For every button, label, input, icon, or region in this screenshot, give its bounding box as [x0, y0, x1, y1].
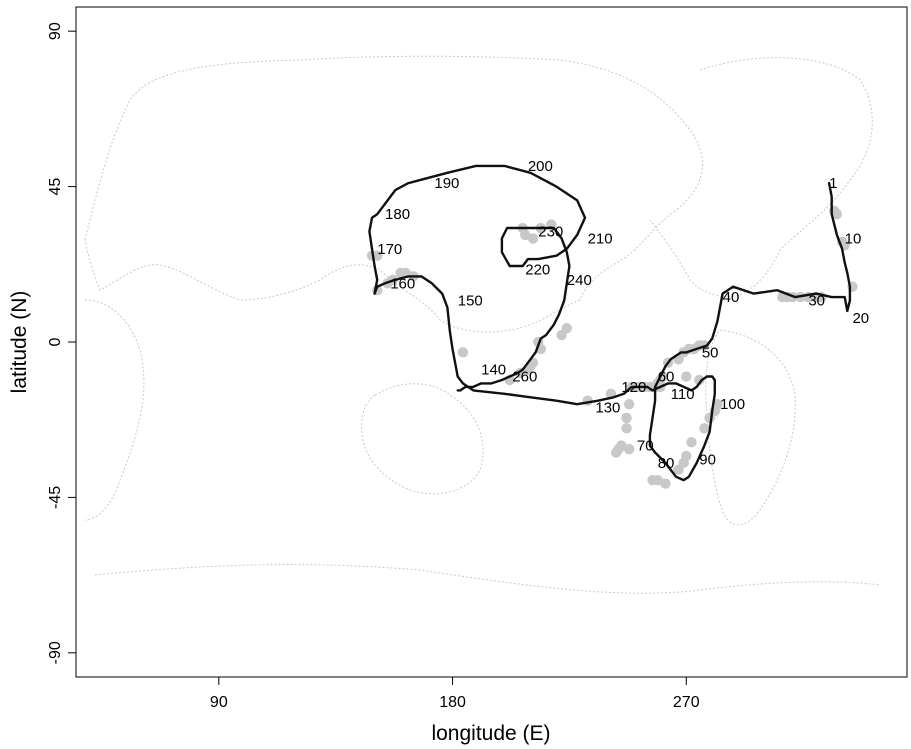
x-axis-title: longitude (E)	[431, 722, 550, 745]
highlight-point	[621, 423, 632, 434]
y-tick-label: 45	[47, 178, 64, 196]
x-tick-label: 90	[210, 694, 228, 711]
highlight-point	[681, 371, 692, 382]
highlight-point	[527, 233, 539, 244]
point-label: 190	[434, 175, 459, 192]
plot-frame	[75, 6, 908, 678]
point-label: 110	[671, 386, 695, 403]
highlight-point	[686, 436, 697, 448]
y-tick-label: 0	[47, 337, 64, 346]
point-label: 50	[702, 344, 719, 361]
coastline-australia	[361, 383, 484, 495]
coastline-antarctica	[94, 564, 881, 594]
point-label: 160	[390, 275, 415, 292]
point-label: 200	[528, 158, 553, 175]
point-label: 70	[637, 438, 654, 455]
point-label: 30	[808, 293, 825, 310]
highlight-point	[395, 267, 406, 279]
point-label: 90	[699, 451, 716, 468]
y-tick-label: 90	[47, 22, 64, 40]
highlight-point	[660, 478, 671, 489]
point-label: 180	[385, 206, 410, 223]
x-tick-label: 180	[439, 694, 466, 711]
highlight-point	[621, 412, 632, 424]
coastline-africa	[84, 299, 145, 521]
track-path	[368, 164, 852, 482]
coastline-north-america	[649, 57, 873, 297]
highlight-point	[652, 474, 663, 486]
x-axis: 90 180 270	[210, 677, 700, 711]
highlight-point	[694, 374, 705, 386]
point-label: 1	[829, 175, 837, 192]
highlight-point	[561, 322, 573, 334]
y-axis: 90 45 0 -45 -90	[47, 22, 76, 664]
y-tick-label: -45	[47, 486, 64, 509]
y-tick-label: -90	[47, 641, 64, 664]
point-label: 40	[723, 289, 740, 306]
y-axis-title: latitude (N)	[8, 291, 31, 394]
point-label: 240	[567, 272, 592, 289]
highlight-point	[623, 398, 635, 410]
point-label: 80	[658, 455, 675, 472]
point-label: 260	[512, 369, 537, 386]
highlight-point	[699, 423, 710, 434]
point-label: 10	[845, 230, 862, 247]
highlight-point	[831, 209, 843, 220]
highlight-point	[623, 443, 635, 455]
coastline-south-america	[705, 329, 796, 526]
point-label: 230	[538, 223, 563, 240]
x-tick-label: 270	[673, 694, 700, 711]
point-label: 170	[377, 241, 402, 258]
point-label: 20	[852, 310, 869, 327]
point-label: 60	[658, 369, 675, 386]
point-label: 100	[720, 396, 745, 413]
highlight-point	[457, 347, 469, 358]
highlight-point	[777, 291, 788, 303]
point-label: 130	[595, 400, 620, 417]
point-label: 140	[481, 362, 506, 379]
highlight-point	[681, 450, 692, 462]
point-label: 150	[458, 293, 483, 310]
highlight-points	[366, 205, 858, 489]
track-line	[368, 164, 852, 482]
point-label: 210	[588, 230, 613, 247]
highlight-point	[613, 443, 624, 455]
point-label: 220	[525, 261, 550, 278]
coastline-eurasia	[84, 55, 704, 333]
point-label: 120	[621, 379, 646, 396]
coastline-map	[84, 55, 881, 594]
